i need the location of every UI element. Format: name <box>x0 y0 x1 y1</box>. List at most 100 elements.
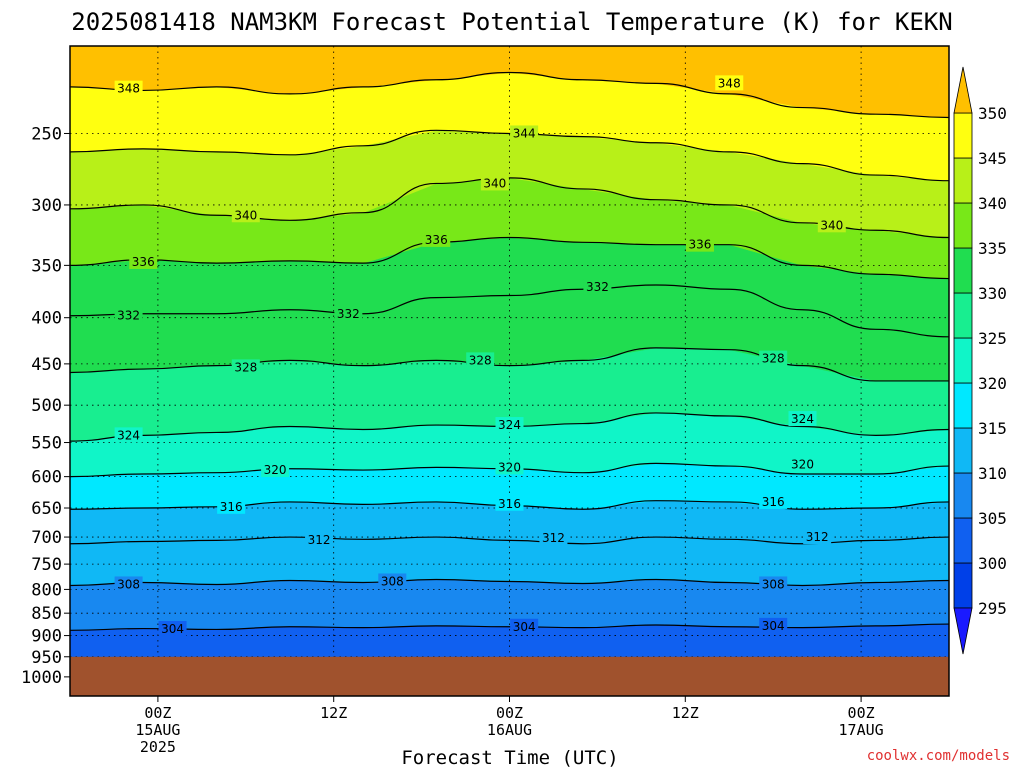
colorbar-segment <box>953 427 973 474</box>
contour-label-text: 316 <box>220 500 243 514</box>
colorbar-label: 300 <box>978 554 1007 573</box>
contour-label-text: 324 <box>791 412 814 426</box>
contour-label-text: 324 <box>498 418 521 432</box>
contour-label-bg <box>129 253 158 269</box>
isentrope-332 <box>70 284 949 338</box>
y-tick-label: 800 <box>31 580 62 600</box>
colorbar-segment <box>953 382 973 429</box>
colorbar-label: 315 <box>978 419 1007 438</box>
isentrope-328 <box>70 347 949 382</box>
y-tick-label: 300 <box>31 196 62 216</box>
contour-label-text: 328 <box>234 360 257 374</box>
contour-label-bg <box>466 352 495 368</box>
contour-label-336: 336 <box>422 231 451 247</box>
contour-label-bg <box>803 529 832 545</box>
contour-label-316: 316 <box>759 493 788 509</box>
colorbar-label: 295 <box>978 599 1007 618</box>
colorbar: 295 300 305 310 315 320 325 330 335 340 345 350 <box>953 66 1007 655</box>
contour-label-text: 344 <box>513 126 536 140</box>
y-tick-label: 550 <box>31 434 62 454</box>
x-tick-label: 17AUG <box>839 721 884 739</box>
y-tick-label: 600 <box>31 468 62 488</box>
contour-label-bg <box>759 617 788 633</box>
contour-label-text: 340 <box>483 176 506 190</box>
contour-label-text: 320 <box>498 460 521 474</box>
contour-label-308: 308 <box>378 573 407 589</box>
contour-label-312: 312 <box>803 529 832 545</box>
contour-label-bg <box>759 350 788 366</box>
colorbar-label: 325 <box>978 329 1007 348</box>
contour-label-text: 316 <box>762 495 785 509</box>
y-axis: 250 300 350 400 450 500 550 600 650 700 750 800 850 9… <box>21 124 70 688</box>
contour-label-bg <box>495 417 524 433</box>
contour-label-324: 324 <box>114 427 143 443</box>
contour-label-text: 328 <box>762 352 785 366</box>
color-bands <box>70 46 949 696</box>
contour-label-text: 332 <box>337 307 360 321</box>
contour-label-312: 312 <box>539 530 568 546</box>
contour-label-bg <box>158 620 187 636</box>
contour-label-332: 332 <box>334 305 363 321</box>
colorbar-label: 305 <box>978 509 1007 528</box>
contour-label-348: 348 <box>114 80 143 96</box>
contour-label-328: 328 <box>466 352 495 368</box>
contour-label-text: 308 <box>381 574 404 588</box>
colorbar-segment <box>953 157 973 204</box>
contour-label-348: 348 <box>715 75 744 91</box>
contour-label-324: 324 <box>495 417 524 433</box>
contour-label-text: 316 <box>498 497 521 511</box>
isentrope-308 <box>70 578 949 587</box>
x-tick-label: 12Z <box>672 704 699 722</box>
isentrope-336 <box>70 236 949 280</box>
contour-label-text: 336 <box>425 233 448 247</box>
contour-label-324: 324 <box>788 411 817 427</box>
y-tick-label: 650 <box>31 499 62 519</box>
colorbar-segment <box>953 562 973 609</box>
contour-label-bg <box>583 279 612 295</box>
y-tick-label: 350 <box>31 256 62 276</box>
contour-label-text: 312 <box>806 530 829 544</box>
contour-label-bg <box>788 456 817 472</box>
contour-label-bg <box>114 80 143 96</box>
isentrope-340 <box>70 177 949 239</box>
y-tick-label: 700 <box>31 528 62 548</box>
contour-label-text: 348 <box>718 76 741 90</box>
contour-label-bg <box>685 236 714 252</box>
contour-label-bg <box>217 498 246 514</box>
contour-label-text: 304 <box>513 620 536 634</box>
isentrope-312 <box>70 536 949 545</box>
theta-band <box>70 536 949 586</box>
colorbar-label: 345 <box>978 149 1007 168</box>
contour-label-bg <box>422 231 451 247</box>
contour-label-304: 304 <box>759 617 788 633</box>
y-tick-label: 950 <box>31 648 62 668</box>
isentrope-304 <box>70 623 949 631</box>
contour-label-bg <box>231 207 260 223</box>
contour-label-340: 340 <box>817 217 846 233</box>
contour-label-328: 328 <box>759 350 788 366</box>
contour-label-text: 324 <box>117 428 140 442</box>
contour-label-336: 336 <box>129 253 158 269</box>
colorbar-high-arrow <box>953 66 973 114</box>
colorbar-segment <box>953 517 973 564</box>
isentrope-344 <box>70 129 949 182</box>
contour-label-bg <box>495 459 524 475</box>
contour-label-bg <box>378 573 407 589</box>
contour-label-336: 336 <box>685 236 714 252</box>
contour-label-332: 332 <box>583 279 612 295</box>
contour-label-bg <box>114 427 143 443</box>
contour-label-text: 308 <box>762 577 785 591</box>
contour-label-bg <box>510 125 539 141</box>
contour-label-304: 304 <box>510 618 539 634</box>
contour-label-bg <box>480 175 509 191</box>
contour-label-bg <box>305 531 334 547</box>
y-tick-label: 900 <box>31 627 62 647</box>
contour-label-text: 304 <box>161 622 184 636</box>
x-tick-label: 00Z <box>496 704 523 722</box>
contour-label-316: 316 <box>495 495 524 511</box>
contour-labels: 348 348 344 340 340 340 336 336 336 332 332 332 328 3… <box>114 75 846 636</box>
plot-area: 348 348 344 340 340 340 336 336 336 332 332 332 328 3… <box>70 46 949 696</box>
contour-label-304: 304 <box>158 620 187 636</box>
contour-label-340: 340 <box>231 207 260 223</box>
